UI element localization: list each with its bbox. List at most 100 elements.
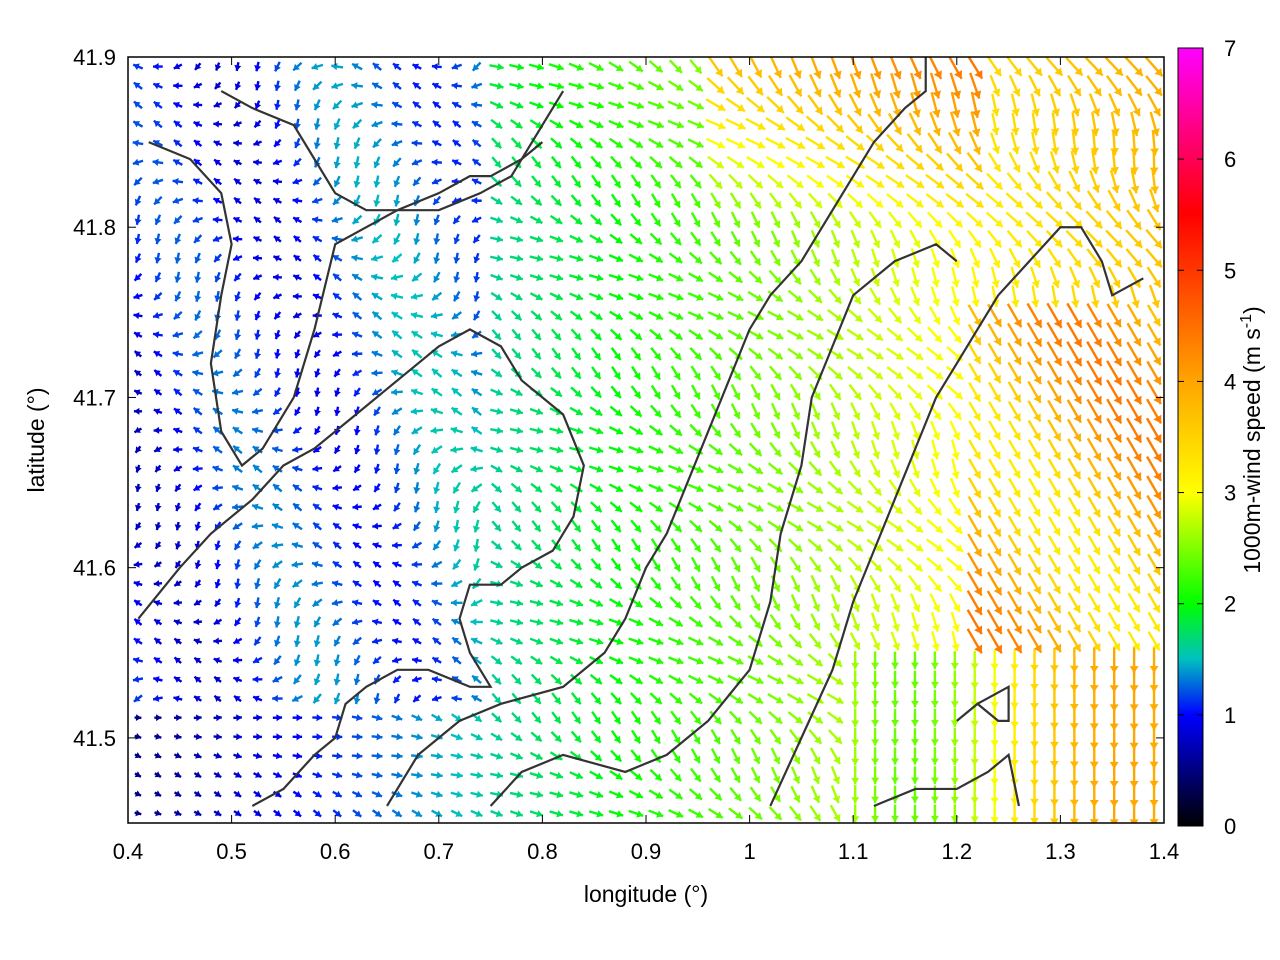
wind-vector [569, 137, 583, 149]
wind-vector [1070, 131, 1080, 155]
wind-vector [430, 387, 443, 397]
wind-vector [886, 193, 904, 209]
wind-vector [650, 174, 662, 189]
wind-vector [272, 675, 283, 683]
wind-vector [430, 771, 443, 779]
wind-vector [254, 310, 262, 321]
wind-vector [371, 350, 383, 358]
wind-vector [589, 578, 603, 590]
wind-vector [470, 809, 483, 818]
wind-vector [173, 388, 183, 397]
wind-vector [808, 556, 822, 573]
wind-vector [830, 402, 841, 421]
wind-vector [748, 347, 764, 361]
wind-vector [705, 98, 726, 112]
wind-vector [252, 235, 263, 243]
wind-vector [1089, 170, 1101, 193]
wind-vector [806, 520, 824, 532]
wind-vector [351, 733, 363, 741]
wind-vector [450, 790, 463, 798]
wind-vector [1067, 74, 1082, 97]
wind-vector [430, 331, 444, 339]
wind-vector [910, 766, 919, 784]
wind-vector [1067, 457, 1082, 480]
wind-vector [133, 389, 143, 396]
wind-vector [1028, 497, 1041, 518]
wind-vector [571, 538, 582, 552]
wind-vector [906, 326, 924, 343]
wind-vector [1146, 208, 1162, 231]
wind-vector [431, 617, 442, 627]
wind-vector [432, 539, 442, 551]
wind-vector [727, 502, 744, 512]
wind-vector [1110, 284, 1120, 308]
wind-vector [990, 669, 999, 690]
wind-vector [450, 350, 463, 358]
wind-vector [1030, 782, 1039, 806]
wind-vector [271, 541, 284, 549]
wind-vector [987, 552, 1003, 577]
wind-vector [331, 580, 343, 588]
wind-vector [472, 538, 481, 552]
wind-vector [770, 230, 781, 248]
wind-vector [471, 674, 482, 684]
wind-vector [768, 710, 783, 725]
wind-vector [670, 576, 682, 591]
wind-vector [234, 329, 242, 341]
wind-vector [950, 766, 959, 785]
wind-vector [294, 349, 301, 359]
wind-vector [453, 519, 461, 533]
wind-vector [988, 420, 1002, 441]
wind-vector [866, 192, 884, 209]
wind-vector [291, 541, 304, 549]
wind-vector [549, 292, 564, 301]
wind-vector [192, 406, 203, 416]
wind-vector [451, 311, 462, 320]
wind-vector [767, 310, 784, 321]
wind-vector [1127, 93, 1141, 117]
wind-vector [529, 637, 544, 645]
wind-vector [390, 273, 404, 281]
wind-vector [531, 328, 542, 341]
wind-vector [648, 138, 664, 149]
wind-vector [1030, 93, 1040, 117]
wind-vector [767, 654, 784, 666]
wind-vector [906, 556, 924, 572]
wind-vector [1007, 572, 1022, 596]
wind-vector [413, 501, 421, 513]
wind-vector [1049, 266, 1060, 289]
wind-vector [529, 790, 544, 799]
wind-vector [132, 139, 144, 147]
wind-vector [590, 519, 602, 533]
wind-vector [687, 119, 705, 129]
wind-vector [411, 348, 423, 359]
wind-vector [1088, 93, 1101, 117]
wind-vector [1011, 285, 1020, 308]
wind-vector [848, 287, 862, 305]
wind-vector [1085, 229, 1104, 248]
wind-vector [333, 175, 341, 188]
wind-vector [929, 420, 941, 441]
wind-vector [966, 609, 983, 635]
wind-vector [1146, 514, 1162, 538]
wind-vector [1067, 592, 1082, 614]
wind-vector [431, 158, 442, 166]
wind-vector [809, 747, 821, 765]
wind-vector [927, 132, 943, 154]
wind-vector [233, 159, 242, 166]
wind-vector [333, 654, 341, 667]
wind-vector [451, 101, 462, 109]
wind-vector [531, 347, 542, 360]
wind-vector [410, 311, 424, 320]
wind-vector [511, 673, 522, 686]
wind-vector [725, 118, 746, 130]
wind-vector [353, 156, 361, 169]
wind-vector [1046, 341, 1063, 367]
wind-vector [1108, 93, 1121, 117]
wind-vector [292, 790, 302, 798]
wind-vector [550, 137, 563, 150]
wind-vector [431, 560, 443, 569]
wind-vector [826, 114, 845, 134]
wind-vector [988, 477, 1002, 499]
wind-vector [910, 458, 921, 479]
